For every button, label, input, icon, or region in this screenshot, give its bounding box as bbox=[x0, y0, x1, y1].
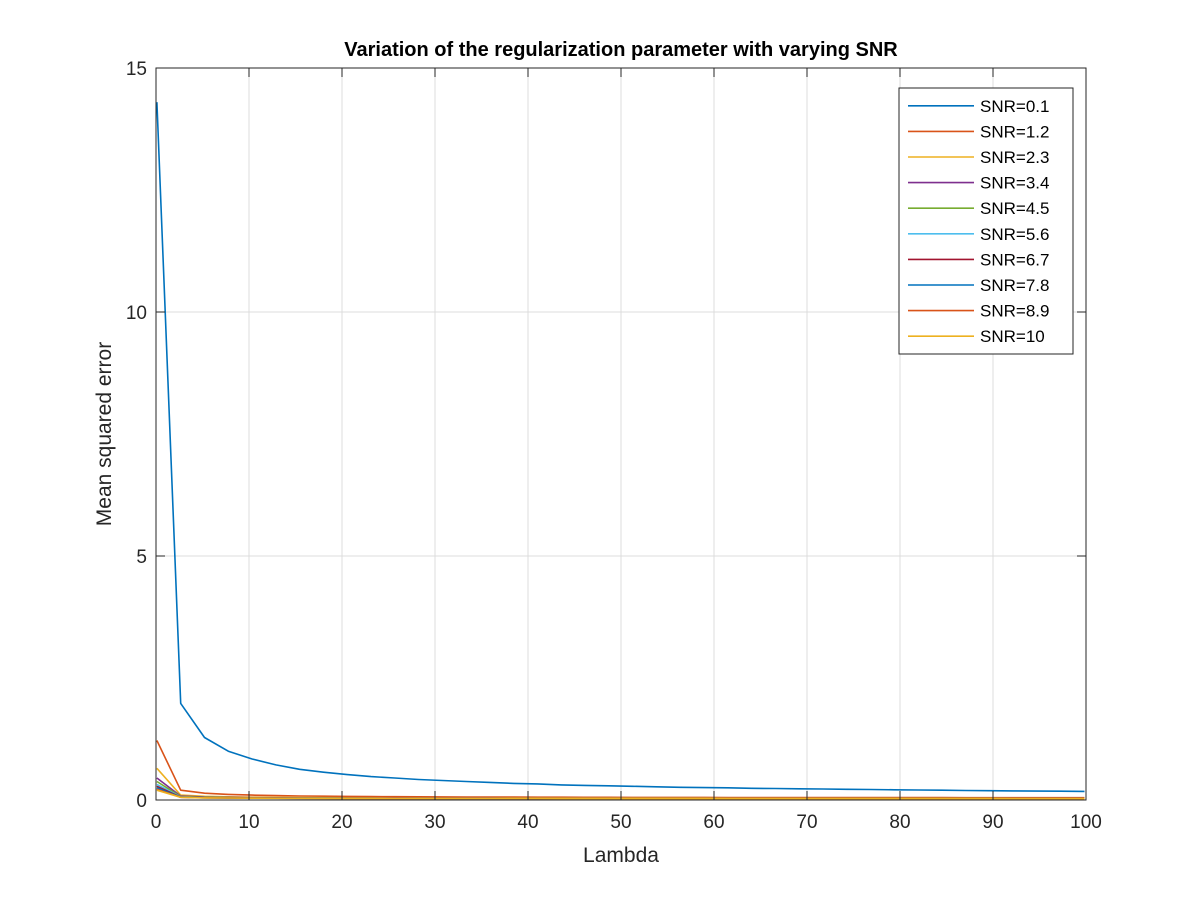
y-tick-label: 0 bbox=[136, 791, 147, 812]
legend-label: SNR=4.5 bbox=[980, 199, 1049, 218]
legend-label: SNR=2.3 bbox=[980, 148, 1049, 167]
legend-label: SNR=8.9 bbox=[980, 302, 1049, 321]
legend: SNR=0.1 SNR=1.2 SNR=2.3 SNR=3.4 SNR=4.5 SNR=5… bbox=[898, 87, 1074, 355]
axis-ticks: 0 10 20 30 40 50 60 70 80 90 100 0 5 10 15 bbox=[126, 59, 1102, 833]
x-tick-label: 20 bbox=[331, 812, 352, 833]
legend-box bbox=[898, 87, 1074, 355]
legend-label: SNR=7.8 bbox=[980, 276, 1049, 295]
series-line-1 bbox=[156, 102, 1085, 793]
x-tick-label: 50 bbox=[610, 812, 631, 833]
x-tick-label: 40 bbox=[517, 812, 538, 833]
legend-label: SNR=0.1 bbox=[980, 97, 1049, 116]
y-tick-label: 10 bbox=[126, 303, 147, 324]
legend-label: SNR=1.2 bbox=[980, 122, 1049, 141]
x-tick-label: 90 bbox=[982, 812, 1003, 833]
x-tick-label: 0 bbox=[151, 812, 162, 833]
y-tick-label: 15 bbox=[126, 59, 147, 80]
y-axis-label: Mean squared error bbox=[93, 342, 116, 526]
x-tick-label: 10 bbox=[238, 812, 259, 833]
x-tick-label: 70 bbox=[796, 812, 817, 833]
legend-label: SNR=5.6 bbox=[980, 225, 1049, 244]
chart-title: Variation of the regularization paramete… bbox=[344, 39, 898, 61]
x-tick-label: 80 bbox=[889, 812, 910, 833]
x-tick-label: 60 bbox=[703, 812, 724, 833]
legend-label: SNR=6.7 bbox=[980, 250, 1049, 269]
x-axis-label: Lambda bbox=[583, 844, 659, 867]
legend-label: SNR=3.4 bbox=[980, 174, 1049, 193]
legend-label: SNR=10 bbox=[980, 327, 1045, 346]
y-tick-label: 5 bbox=[136, 547, 147, 568]
x-tick-label: 100 bbox=[1070, 812, 1102, 833]
x-tick-label: 30 bbox=[424, 812, 445, 833]
